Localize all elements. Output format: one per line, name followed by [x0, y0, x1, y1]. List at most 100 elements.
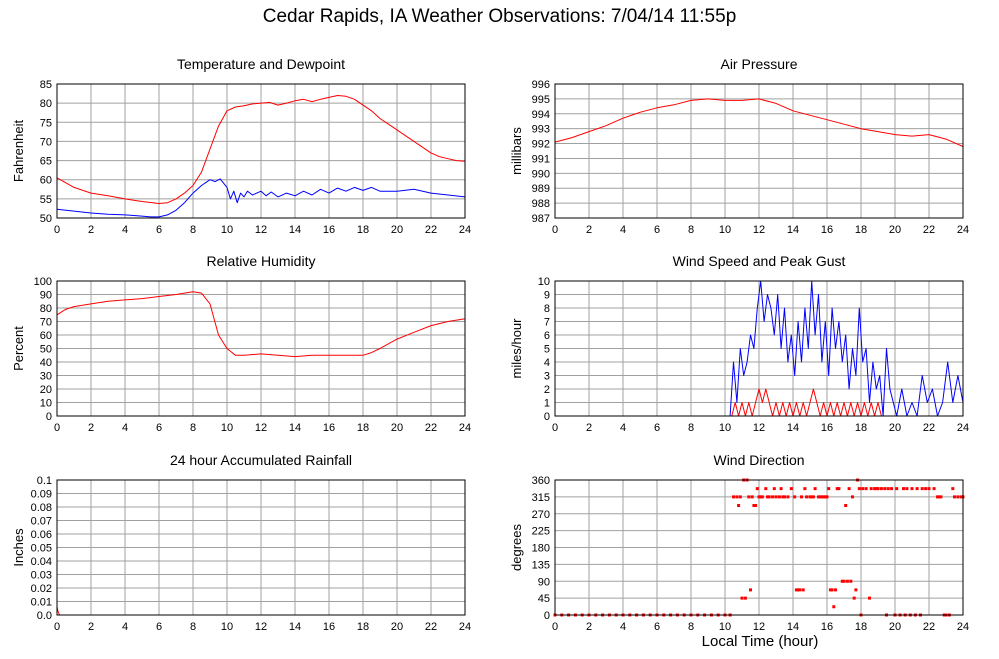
y-axis-label: millibars: [509, 127, 524, 175]
y-axis-label: Percent: [11, 326, 26, 371]
data-point: [757, 495, 761, 499]
x-tick-label: 2: [88, 422, 94, 434]
y-tick-label: 10: [40, 398, 52, 410]
y-tick-label: 0.03: [31, 570, 52, 582]
x-tick-label: 12: [255, 224, 267, 236]
data-point: [874, 487, 878, 491]
x-tick-label: 0: [552, 621, 558, 633]
y-tick-label: 0.0: [37, 610, 52, 622]
x-tick-label: 10: [719, 224, 731, 236]
y-tick-label: 991: [532, 153, 550, 165]
series-line-1: [555, 280, 964, 417]
y-tick-label: 65: [40, 156, 52, 168]
data-point: [939, 495, 943, 499]
data-point: [764, 487, 768, 491]
data-point: [927, 487, 931, 491]
x-tick-label: 18: [855, 621, 867, 633]
data-point: [759, 495, 763, 499]
series-line-1: [554, 98, 964, 147]
chart-title: 24 hour Accumulated Rainfall: [170, 452, 352, 468]
data-point: [857, 487, 861, 491]
data-point: [890, 487, 894, 491]
y-tick-label: 180: [532, 543, 550, 555]
chart-title: Wind Direction: [713, 452, 804, 468]
data-point: [818, 495, 822, 499]
data-point: [735, 495, 739, 499]
data-point: [808, 495, 812, 499]
data-point: [876, 487, 880, 491]
x-tick-label: 22: [923, 224, 935, 236]
x-tick-label: 0: [552, 224, 558, 236]
x-tick-label: 2: [586, 422, 592, 434]
data-point: [767, 495, 771, 499]
data-point: [861, 487, 865, 491]
y-tick-label: 0.07: [31, 516, 52, 528]
y-tick-label: 988: [532, 198, 550, 210]
x-tick-label: 6: [654, 422, 660, 434]
x-tick-label: 14: [289, 621, 301, 633]
y-tick-label: 315: [532, 492, 550, 504]
y-tick-label: 40: [40, 357, 52, 369]
data-point: [811, 495, 815, 499]
data-point: [924, 487, 928, 491]
y-tick-label: 6: [544, 330, 550, 342]
data-point: [771, 495, 775, 499]
x-tick-label: 22: [923, 621, 935, 633]
data-point: [789, 487, 793, 491]
data-point: [905, 487, 909, 491]
x-tick-label: 2: [586, 621, 592, 633]
x-tick-label: 20: [889, 422, 901, 434]
y-tick-label: 100: [34, 276, 52, 288]
y-tick-label: 7: [544, 317, 550, 329]
data-point: [953, 495, 956, 499]
data-point: [803, 487, 807, 491]
x-tick-label: 8: [688, 224, 694, 236]
data-point: [837, 487, 841, 491]
x-tick-label: 4: [620, 224, 626, 236]
chart-title: Air Pressure: [720, 56, 797, 72]
data-point: [845, 579, 849, 583]
y-tick-label: 0.08: [31, 502, 52, 514]
x-tick-label: 8: [688, 621, 694, 633]
data-point: [910, 487, 914, 491]
data-point: [854, 588, 858, 592]
y-tick-label: 270: [532, 509, 550, 521]
y-tick-label: 90: [538, 576, 550, 588]
y-tick-label: 0.02: [31, 583, 52, 595]
x-tick-label: 8: [190, 224, 196, 236]
y-tick-label: 8: [544, 303, 550, 315]
data-point: [754, 504, 758, 507]
y-tick-label: 987: [532, 213, 550, 225]
chart-title: Wind Speed and Peak Gust: [673, 253, 846, 269]
y-tick-label: 80: [40, 98, 52, 110]
data-point: [822, 495, 826, 499]
data-point: [956, 495, 960, 499]
y-tick-label: 989: [532, 183, 550, 195]
x-tick-label: 22: [923, 422, 935, 434]
data-point: [781, 495, 785, 499]
x-tick-label: 20: [391, 621, 403, 633]
data-point: [879, 487, 883, 491]
y-axis-label: miles/hour: [509, 318, 524, 379]
x-tick-label: 14: [289, 422, 301, 434]
y-tick-label: 0: [46, 411, 52, 423]
y-tick-label: 996: [532, 79, 550, 91]
data-point: [750, 495, 754, 499]
data-point: [902, 487, 905, 491]
x-tick-label: 0: [54, 621, 60, 633]
x-tick-label: 10: [221, 621, 233, 633]
x-tick-label: 12: [753, 422, 765, 434]
series-line-2: [56, 178, 466, 218]
y-tick-label: 80: [40, 303, 52, 315]
data-point: [823, 495, 827, 499]
x-tick-label: 16: [821, 621, 833, 633]
data-point: [743, 596, 747, 600]
data-point: [747, 495, 751, 499]
x-tick-label: 18: [357, 224, 369, 236]
data-point: [772, 487, 776, 491]
x-tick-label: 18: [357, 621, 369, 633]
data-point: [869, 487, 873, 491]
